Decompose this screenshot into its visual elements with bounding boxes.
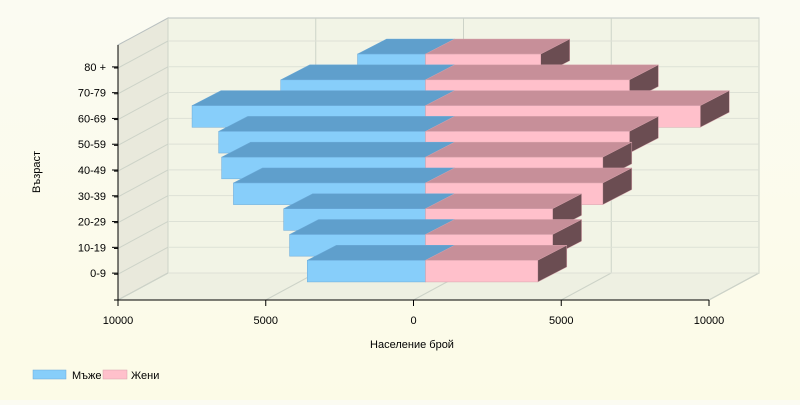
legend-label-female: Жени: [131, 370, 159, 382]
x-tick-label: 5000: [254, 315, 278, 327]
y-tick-label-60-69: 60-69: [78, 113, 106, 125]
y-tick-label-10-19: 10-19: [78, 242, 106, 254]
x-tick-label: 0: [410, 315, 416, 327]
bar-female-0-9: [425, 244, 568, 283]
bar-male-70-79-top: [280, 64, 455, 81]
legend-swatch-female: [102, 369, 128, 380]
gridline-y-side: [117, 246, 169, 275]
y-tick-label-30-39: 30-39: [78, 191, 106, 203]
gridline-y-side: [117, 40, 169, 69]
bar-female-70-79-top: [425, 64, 659, 81]
gridline-y-side: [117, 92, 169, 120]
bar-female-40-49-top: [425, 141, 632, 158]
bar-male-20-29-top: [283, 193, 455, 209]
gridline-floor: [708, 272, 760, 301]
x-tick-label: 10000: [103, 315, 134, 327]
gridline-y-side: [117, 221, 169, 249]
legend: Мъже Жени: [32, 369, 159, 382]
gridline-y-side: [117, 66, 169, 95]
bar-male-40-49-top: [221, 141, 455, 158]
x-tick-label: 5000: [549, 315, 573, 327]
legend-swatch-male: [32, 369, 67, 380]
bar-male-30-39-top: [233, 167, 455, 184]
bar-male-0-9-front: [307, 260, 426, 283]
gridline-floor: [561, 272, 612, 301]
chart-bars: [191, 38, 730, 283]
gridline-y-side: [117, 117, 169, 146]
bar-female-30-39-top: [425, 167, 632, 184]
x-axis-title: Население брой: [370, 339, 454, 351]
y-tick-label-50-59: 50-59: [78, 139, 106, 151]
legend-item-male: Мъже: [32, 369, 102, 382]
legend-label-male: Мъже: [72, 370, 102, 382]
bar-female-50-59-top: [425, 116, 659, 132]
gridline-y-side: [117, 169, 169, 198]
bar-female-0-9-front: [425, 260, 539, 283]
bar-male-60-69-top: [191, 90, 455, 106]
y-tick-label-70-79: 70-79: [78, 88, 106, 100]
chart-axes: 0-9 10-19 20-29 30-39 40-49 50-59 60-69 70-79 80…: [78, 45, 724, 327]
bar-male-50-59-top: [218, 116, 455, 132]
y-tick-label-20-29: 20-29: [78, 217, 106, 229]
y-tick-label-40-49: 40-49: [78, 165, 106, 177]
y-tick-label-0-9: 0-9: [90, 268, 106, 280]
bar-female-60-69-top: [425, 90, 730, 106]
y-axis-title: Възраст: [31, 151, 43, 193]
legend-item-female: Жени: [102, 369, 159, 382]
y-tick-label-80 +: 80 +: [84, 62, 106, 74]
gridline-y-side: [117, 195, 169, 224]
gridline-y-side: [117, 143, 169, 172]
gridline-y-side: [117, 272, 169, 301]
x-tick-label: 10000: [694, 315, 725, 327]
left-wall: [117, 17, 169, 301]
